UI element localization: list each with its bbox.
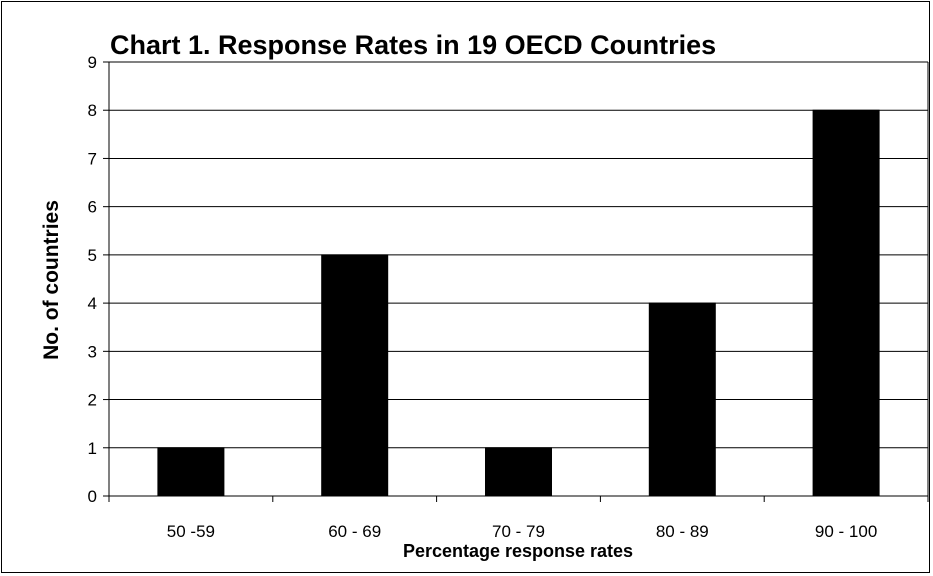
y-tick-label: 5: [88, 246, 97, 265]
x-tick-label: 80 - 89: [656, 522, 709, 541]
y-tick-labels: 0 1 2 3 4 5 6 7 8 9: [88, 53, 97, 506]
bars: [157, 109, 880, 497]
chart-title: Chart 1. Response Rates in 19 OECD Count…: [110, 30, 716, 60]
axes: [103, 61, 929, 502]
y-tick-label: 8: [88, 101, 97, 120]
y-axis-label: No. of countries: [40, 200, 63, 360]
x-tick-label: 60 - 69: [328, 522, 381, 541]
bar: [321, 254, 389, 497]
x-tick-label: 90 - 100: [815, 522, 877, 541]
y-tick-label: 2: [88, 391, 97, 410]
x-tick-label: 50 -59: [167, 522, 215, 541]
y-tick-label: 9: [88, 53, 97, 72]
x-axis-label: Percentage response rates: [403, 541, 633, 561]
y-tick-label: 6: [88, 198, 97, 217]
y-tick-label: 7: [88, 149, 97, 168]
y-tick-label: 3: [88, 342, 97, 361]
x-tick-labels: 50 -59 60 - 69 70 - 79 80 - 89 90 - 100: [167, 522, 877, 541]
x-tick-label: 70 - 79: [492, 522, 545, 541]
bar: [648, 302, 716, 497]
bar: [157, 447, 225, 497]
y-tick-label: 1: [88, 439, 97, 458]
bar: [485, 447, 552, 497]
y-tick-label: 4: [88, 294, 97, 313]
gridlines: [109, 61, 928, 449]
bar: [812, 109, 880, 497]
y-tick-label: 0: [88, 487, 97, 506]
